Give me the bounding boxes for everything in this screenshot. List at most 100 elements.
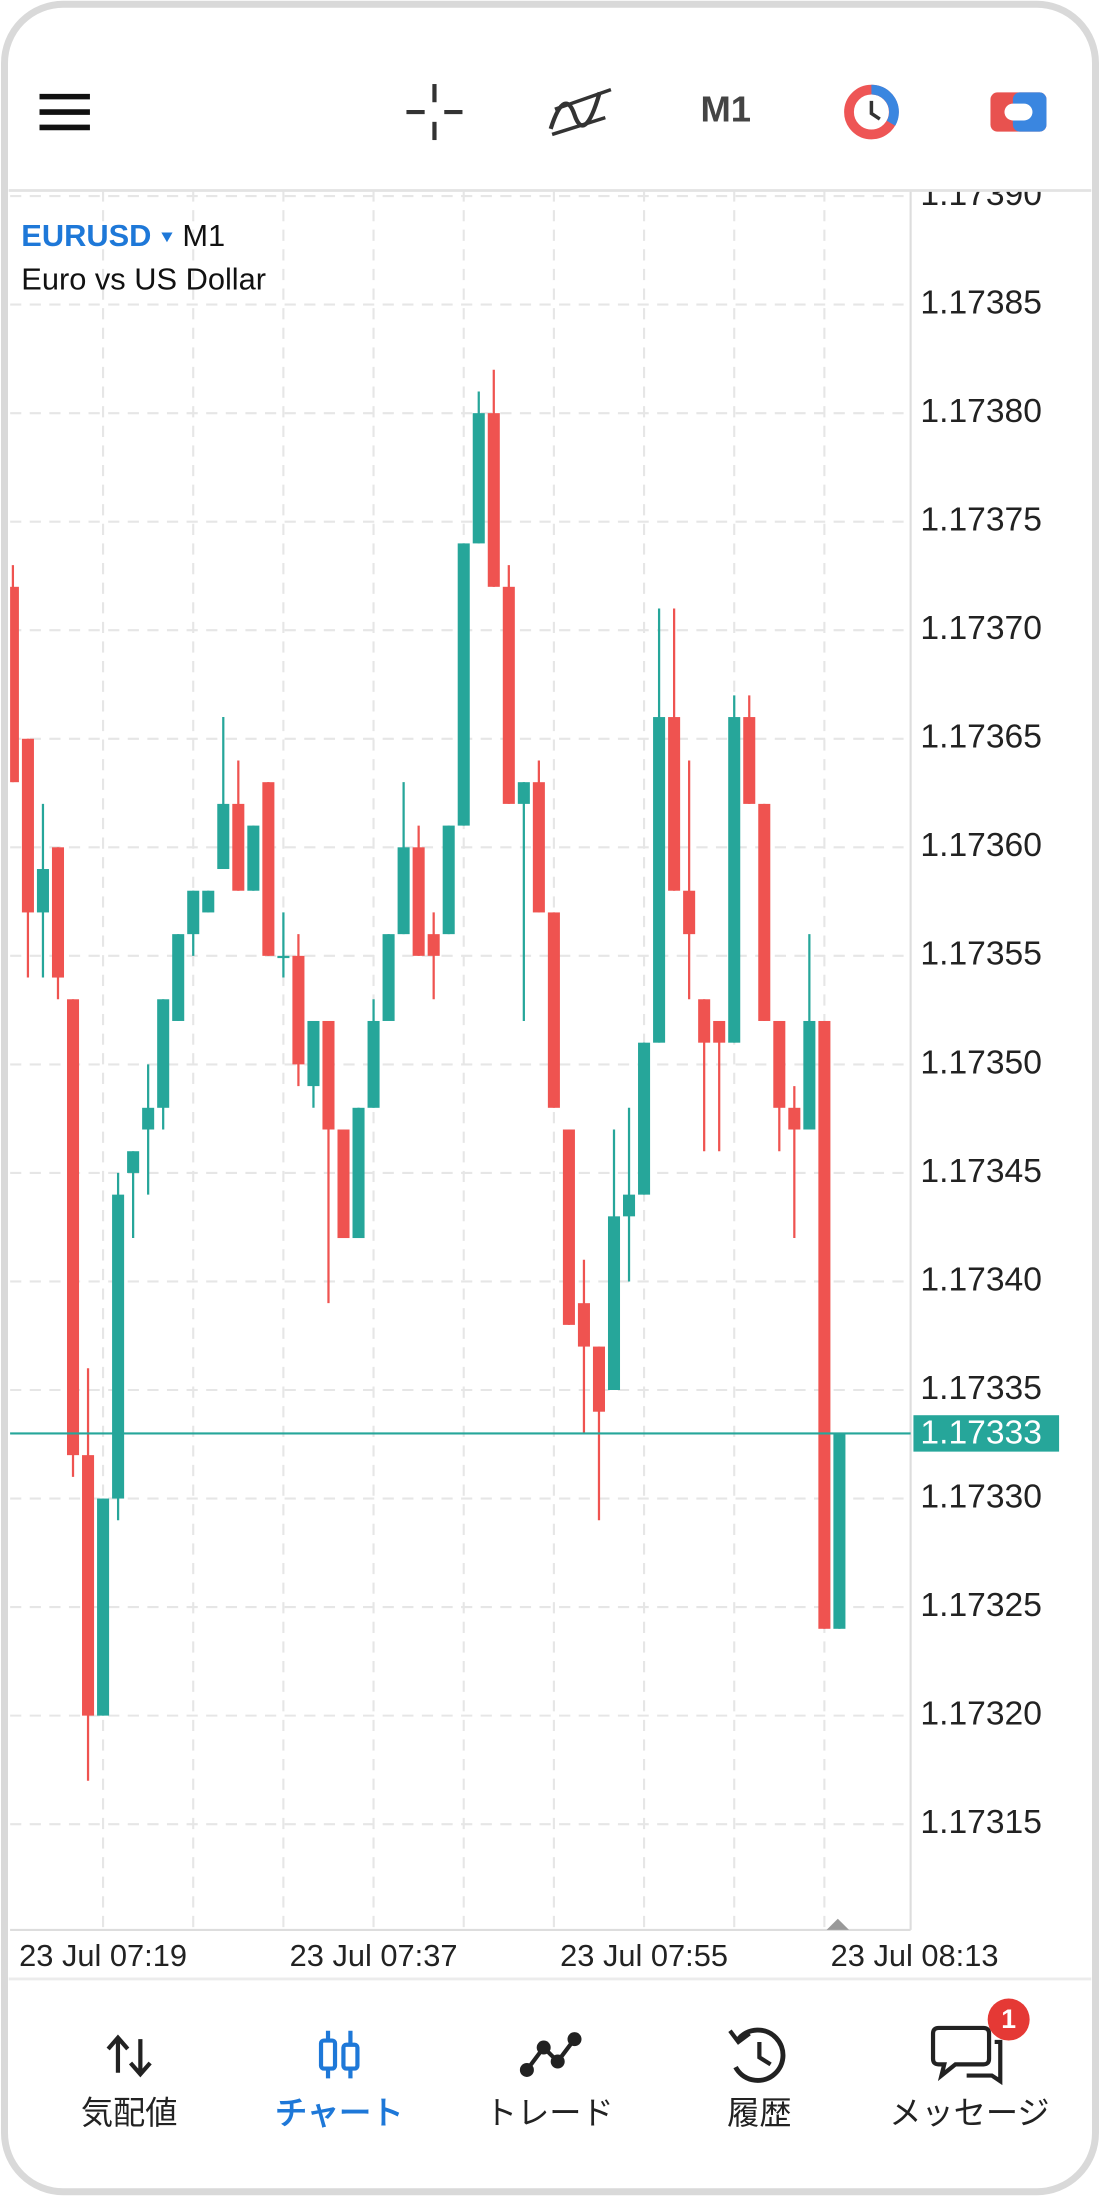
current-price-label: 1.17333 xyxy=(920,1415,1042,1452)
candle-body xyxy=(653,717,666,1043)
candle-body xyxy=(562,1129,575,1325)
candle-body xyxy=(638,1042,651,1195)
y-tick-label: 1.17325 xyxy=(920,1587,1042,1624)
nav-label[interactable]: 気配値 xyxy=(81,2094,178,2132)
nav-label[interactable]: 履歴 xyxy=(727,2094,791,2132)
y-tick-label: 1.17345 xyxy=(920,1153,1042,1190)
candle-body xyxy=(367,1020,380,1108)
toolbar: M1 xyxy=(8,8,1092,192)
candle-body xyxy=(683,890,696,935)
y-tick-label: 1.17340 xyxy=(920,1261,1042,1298)
candle-body xyxy=(247,825,260,891)
nav-chart[interactable]: チャート xyxy=(275,2030,404,2132)
y-tick-label: 1.17335 xyxy=(920,1370,1042,1407)
candle-body xyxy=(577,1303,590,1347)
y-tick-label: 1.17330 xyxy=(920,1478,1042,1515)
one-click-button[interactable] xyxy=(844,84,899,140)
nav-badge: 1 xyxy=(1001,2004,1016,2034)
candle-body xyxy=(202,890,215,913)
candle-body xyxy=(547,912,560,1108)
candle-body xyxy=(517,782,530,804)
candle-body xyxy=(487,413,500,587)
candle-body xyxy=(337,1129,350,1239)
candle-body xyxy=(592,1346,605,1412)
x-tick-label: 23 Jul 07:19 xyxy=(19,1938,187,1973)
candle-body xyxy=(21,738,34,913)
bottom-nav: 気配値 チャート トレード 履歴 1 メッセージ xyxy=(8,1977,1092,2132)
symbol-description: Euro vs US Dollar xyxy=(21,262,266,297)
candle-body xyxy=(66,999,80,1456)
candle-body xyxy=(427,934,440,956)
candle-body xyxy=(217,803,230,870)
candle-body xyxy=(457,543,470,826)
chart-timeframe: M1 xyxy=(182,218,225,253)
y-tick-label: 1.17355 xyxy=(920,936,1042,973)
nav-label[interactable]: チャート xyxy=(275,2094,404,2132)
candle-body xyxy=(412,847,425,956)
candle-body xyxy=(743,717,756,804)
candle-body xyxy=(36,869,49,913)
nav-quotes[interactable]: 気配値 xyxy=(81,2034,178,2132)
candle-body xyxy=(82,1455,95,1716)
menu-button[interactable] xyxy=(39,93,90,131)
candle-body xyxy=(502,586,515,804)
nav-label[interactable]: トレード xyxy=(485,2094,614,2132)
candle-body xyxy=(307,1020,320,1087)
candle-body xyxy=(187,890,200,935)
y-tick-label: 1.17315 xyxy=(920,1804,1042,1841)
y-tick-label: 1.17320 xyxy=(920,1696,1042,1733)
y-tick-label: 1.17385 xyxy=(920,284,1042,321)
candle-body xyxy=(442,825,455,935)
candle-body xyxy=(818,1020,831,1629)
candle-body xyxy=(97,1498,110,1716)
candle-body xyxy=(713,1020,726,1043)
timeframe-button[interactable]: M1 xyxy=(700,89,751,130)
y-tick-label: 1.17350 xyxy=(920,1044,1042,1081)
trade-button[interactable] xyxy=(990,92,1047,132)
candle-body xyxy=(698,999,711,1043)
chart-header: EURUSD M1 Euro vs US Dollar xyxy=(21,218,266,296)
candle-body xyxy=(112,1194,125,1499)
symbol-dropdown[interactable] xyxy=(161,232,173,243)
candle-body xyxy=(232,803,245,891)
candle-body xyxy=(833,1433,846,1629)
candle-body xyxy=(157,999,170,1108)
candle-body xyxy=(532,782,545,913)
candle-body xyxy=(623,1194,636,1217)
candle-body xyxy=(803,1020,816,1130)
candle-body xyxy=(51,847,65,978)
symbol[interactable]: EURUSD xyxy=(21,218,151,253)
y-tick-label: 1.17365 xyxy=(920,719,1042,756)
indicators-button[interactable] xyxy=(548,87,612,137)
x-tick-label: 23 Jul 07:55 xyxy=(560,1938,728,1973)
candle-body xyxy=(322,1020,335,1130)
nav-trade[interactable]: トレード xyxy=(485,2032,614,2132)
nav-label[interactable]: メッセージ xyxy=(889,2094,1049,2132)
candle-body xyxy=(262,782,275,956)
nav-messages[interactable]: 1 メッセージ xyxy=(889,1998,1050,2132)
candle-body xyxy=(788,1107,801,1130)
candle-body xyxy=(728,717,741,1043)
candle-body xyxy=(607,1216,621,1391)
y-tick-label: 1.17375 xyxy=(920,502,1042,539)
candle-body xyxy=(758,803,771,1021)
crosshair-button[interactable] xyxy=(406,84,463,141)
candle-body xyxy=(397,847,410,935)
x-tick-label: 23 Jul 07:37 xyxy=(290,1938,458,1973)
candle-body xyxy=(10,586,19,783)
candle-body xyxy=(773,1020,786,1108)
candle-body xyxy=(668,717,681,891)
y-tick-label: 1.17380 xyxy=(920,393,1042,430)
scroll-marker xyxy=(826,1918,850,1930)
y-tick-label: 1.17370 xyxy=(920,610,1042,647)
candle-body xyxy=(292,955,305,1065)
nav-history[interactable]: 履歴 xyxy=(727,2027,792,2132)
current-price-box xyxy=(913,1415,1060,1452)
candle-body xyxy=(382,934,395,1021)
candle-body xyxy=(352,1107,365,1239)
candle-body xyxy=(127,1151,140,1173)
candle-body xyxy=(277,955,290,959)
